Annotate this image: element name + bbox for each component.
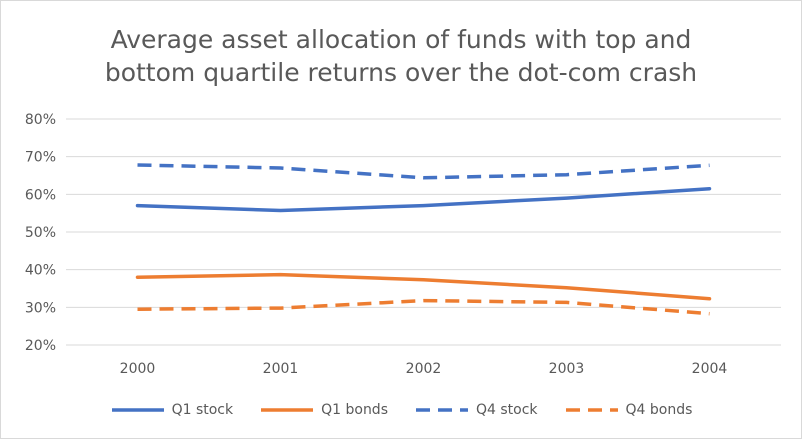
series-line-q1-stock — [135, 186, 712, 213]
x-tick-label: 2004 — [692, 361, 728, 377]
x-tick-label: 2002 — [406, 361, 442, 377]
legend-item-q1-stock: Q1 stock — [110, 402, 234, 418]
y-tick-label: 60% — [25, 187, 56, 203]
legend-swatch — [261, 408, 314, 412]
legend-label: Q4 stock — [476, 402, 538, 418]
legend-label: Q4 bonds — [625, 402, 693, 418]
x-tick-label: 2003 — [549, 361, 585, 377]
series-line-q4-stock — [137, 163, 710, 180]
legend-item-q1-bonds: Q1 bonds — [259, 402, 388, 418]
legend-swatch — [111, 408, 164, 412]
legend: Q1 stock Q1 bonds Q4 stock Q4 bonds — [1, 398, 801, 422]
x-tick-label: 2000 — [120, 361, 156, 377]
series-line-q1-bonds — [135, 272, 712, 301]
legend-label: Q1 stock — [171, 402, 234, 418]
y-tick-label: 40% — [25, 263, 56, 279]
legend-swatch — [565, 408, 618, 412]
chart-title-line-1: Average asset allocation of funds with t… — [110, 25, 692, 54]
y-tick-label: 30% — [25, 300, 56, 316]
y-tick-label: 20% — [25, 338, 56, 354]
legend-item-q4-stock: Q4 stock — [414, 402, 538, 418]
legend-item-q4-bonds: Q4 bonds — [564, 402, 693, 418]
y-tick-label: 80% — [25, 112, 56, 128]
legend-swatch — [416, 408, 468, 412]
x-tick-label: 2001 — [263, 361, 299, 377]
chart-title-line-2: bottom quartile returns over the dot-com… — [104, 58, 698, 87]
chart-title: Average asset allocation of funds with t… — [1, 23, 801, 89]
legend-label: Q1 bonds — [321, 402, 388, 418]
y-tick-label: 70% — [25, 150, 56, 166]
series-line-q4-bonds — [137, 298, 710, 316]
y-tick-label: 50% — [25, 225, 56, 241]
